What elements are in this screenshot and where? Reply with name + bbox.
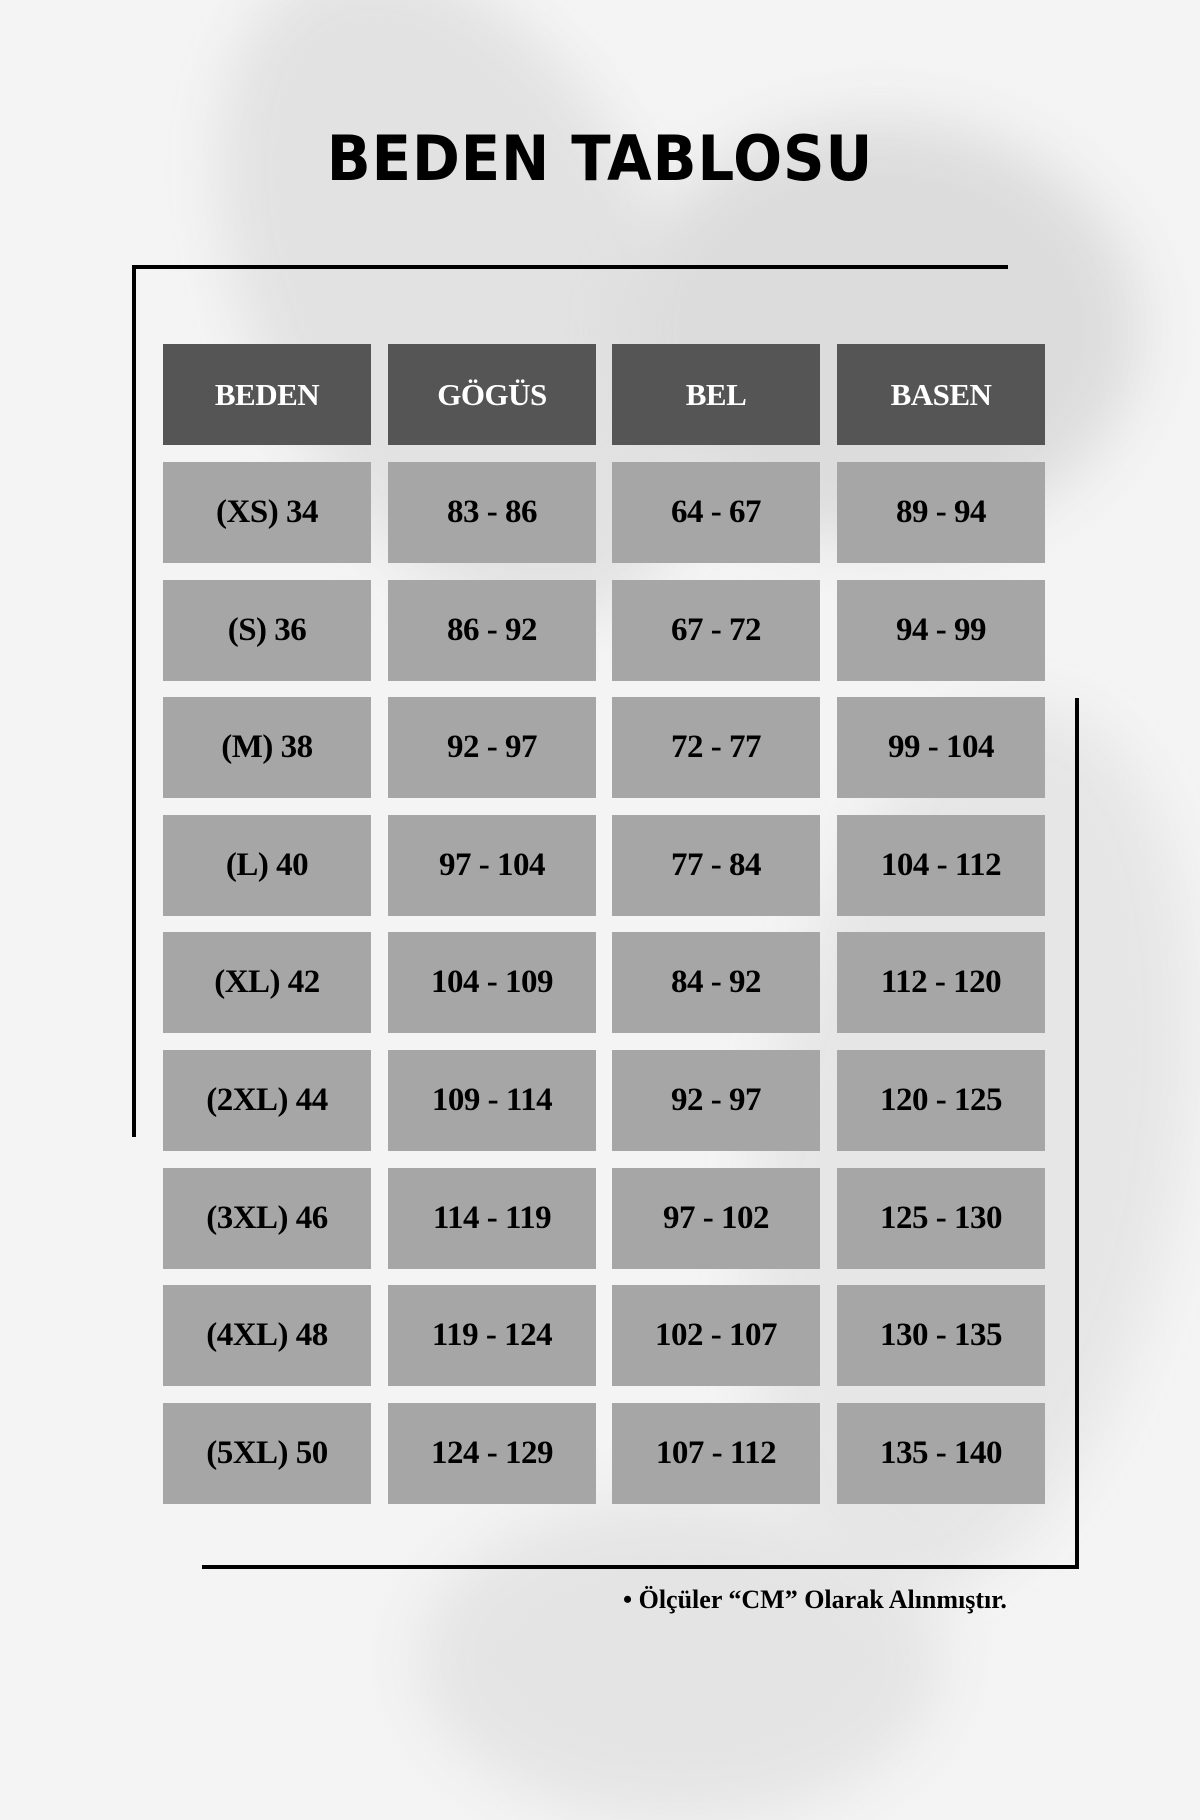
cell-bel: 102 - 107 [612,1285,820,1387]
cell-basen: 99 - 104 [837,697,1045,799]
cell-basen: 120 - 125 [837,1050,1045,1151]
cell-gogus: 124 - 129 [388,1402,596,1504]
cell-basen: 135 - 140 [837,1402,1045,1504]
page-title: BEDEN TABLOSU [326,122,874,195]
cell-beden: (XS) 34 [163,462,371,563]
header-bel: BEL [612,344,820,445]
header-beden: BEDEN [163,344,371,445]
cell-bel: 92 - 97 [612,1050,820,1151]
frame-left-line [132,265,136,1137]
cell-gogus: 114 - 119 [388,1167,596,1269]
cell-bel: 77 - 84 [612,814,820,916]
cell-gogus: 104 - 109 [388,932,596,1034]
cell-gogus: 109 - 114 [388,1050,596,1151]
cell-beden: (2XL) 44 [163,1050,371,1151]
frame-right-line [1075,698,1079,1569]
cell-beden: (3XL) 46 [163,1167,371,1269]
cell-basen: 94 - 99 [837,579,1045,681]
cell-basen: 125 - 130 [837,1167,1045,1269]
cell-beden: (4XL) 48 [163,1285,371,1387]
cell-bel: 64 - 67 [612,462,820,563]
footnote: • Ölçüler “CM” Olarak Alınmıştır. [623,1585,1007,1614]
cell-bel: 97 - 102 [612,1167,820,1269]
cell-basen: 89 - 94 [837,462,1045,563]
cell-beden: (S) 36 [163,579,371,681]
cell-gogus: 119 - 124 [388,1285,596,1387]
header-gogus: GÖGÜS [388,344,596,445]
cell-beden: (XL) 42 [163,932,371,1034]
cell-beden: (5XL) 50 [163,1402,371,1504]
cell-gogus: 83 - 86 [388,462,596,563]
cell-basen: 112 - 120 [837,932,1045,1034]
cell-basen: 130 - 135 [837,1285,1045,1387]
header-basen: BASEN [837,344,1045,445]
cell-bel: 72 - 77 [612,697,820,799]
cell-bel: 67 - 72 [612,579,820,681]
cell-gogus: 86 - 92 [388,579,596,681]
cell-gogus: 92 - 97 [388,697,596,799]
cell-bel: 84 - 92 [612,932,820,1034]
cell-basen: 104 - 112 [837,814,1045,916]
frame-bottom-line [202,1565,1079,1569]
cell-bel: 107 - 112 [612,1402,820,1504]
frame-top-line [134,265,1008,269]
cell-beden: (M) 38 [163,697,371,799]
cell-beden: (L) 40 [163,814,371,916]
cell-gogus: 97 - 104 [388,814,596,916]
